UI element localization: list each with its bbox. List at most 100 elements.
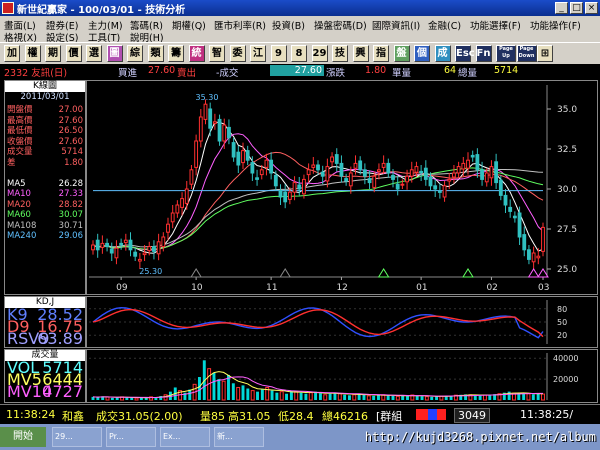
toolbar-button[interactable]: 29 — [311, 45, 328, 62]
toolbar-button[interactable]: 期 — [45, 45, 61, 62]
indicator-label: 最低價 — [7, 126, 33, 136]
menu-item[interactable]: 操盤密碼(D) — [314, 21, 367, 32]
menu-item[interactable]: 籌碼(R) — [130, 21, 164, 32]
x-tick-label: 10 — [191, 283, 203, 293]
indicator-label: 收盤價 — [7, 136, 33, 147]
toolbar-button[interactable]: Page Down — [516, 45, 537, 62]
volume-bar — [159, 396, 163, 400]
quote-bar: 2332 友訊(日) 買進 27.60 賣出 -成交 27.60 漲跌 1.80… — [0, 64, 600, 79]
kd-y-tick-label: 50 — [557, 318, 567, 327]
kd-chart[interactable]: 20 50 80 — [87, 297, 597, 347]
toolbar-button[interactable]: Page Up — [496, 45, 516, 62]
menu-item[interactable]: 主力(M) — [88, 21, 123, 32]
price-chart-panel[interactable]: 25.0 27.5 30.0 32.5 35.0 09 10 11 12 01 02 03 35.30 2… — [86, 80, 598, 295]
volume-bar — [101, 396, 105, 400]
volume-bar — [531, 394, 535, 400]
volume-bar — [256, 391, 259, 400]
kd-chart-panel[interactable]: 20 50 80 — [86, 296, 598, 348]
status-index: 3049 — [454, 408, 490, 423]
status-bar: 11:38:24 和鑫 成交31.05(2.00) 量85 高31.05 低28… — [0, 404, 600, 424]
menu-item[interactable]: 金融(C) — [428, 21, 462, 32]
menu-item[interactable]: 功能選擇(F) — [470, 21, 521, 32]
menu-item[interactable]: 功能操作(F) — [530, 21, 581, 32]
status-group[interactable]: [群組 — [376, 410, 403, 423]
taskbar-item[interactable]: Ex... — [160, 427, 210, 447]
toolbar-button[interactable]: Fn — [475, 45, 492, 62]
change-label: 漲跌 — [326, 68, 346, 79]
stock-name[interactable]: 2332 友訊(日) — [4, 68, 68, 79]
taskbar-item[interactable]: 29... — [52, 427, 102, 447]
candle-body — [302, 178, 306, 195]
toolbar-button[interactable]: 9 — [270, 45, 287, 62]
toolbar-button[interactable]: 指 — [373, 45, 389, 62]
menu-item[interactable]: 匯市利率(R) — [214, 21, 267, 32]
indicator-value: 27.60 — [58, 115, 83, 126]
toolbar-button[interactable]: 類 — [147, 45, 164, 62]
volume-chart[interactable]: 20000 40000 — [87, 350, 597, 402]
indicator-value: 28.82 — [58, 199, 83, 210]
candle-body — [470, 154, 475, 158]
volume-bar — [362, 394, 366, 400]
menu-item[interactable]: 工具(T) — [88, 33, 121, 44]
toolbar-button[interactable]: 權 — [24, 45, 41, 62]
toolbar-button[interactable]: 興 — [352, 45, 369, 62]
toolbar-button[interactable]: 圖 — [106, 45, 123, 62]
toolbar-button[interactable]: 價 — [65, 45, 82, 62]
menu-item[interactable]: 畫面(L) — [4, 21, 36, 32]
candle-body — [259, 169, 264, 176]
indicator-label: 成交量 — [7, 147, 33, 157]
toolbar-button[interactable]: 籌 — [168, 45, 184, 62]
price-chart[interactable]: 25.0 27.5 30.0 32.5 35.0 09 10 11 12 01 02 03 35.30 2… — [87, 81, 597, 294]
toolbar-button[interactable]: 智 — [209, 45, 225, 62]
candle-body — [531, 252, 536, 263]
taskbar-item[interactable]: Pr... — [106, 427, 156, 447]
toolbar-button[interactable]: 技 — [332, 45, 348, 62]
toolbar-button[interactable]: 委 — [229, 45, 246, 62]
start-button[interactable]: 開始 — [0, 427, 46, 447]
menu-item[interactable]: 證券(E) — [46, 21, 79, 32]
candle-body — [198, 116, 203, 142]
candle-body — [212, 121, 217, 124]
volume-bar — [347, 395, 351, 400]
toolbar-button[interactable]: 江 — [250, 45, 266, 62]
total-label: 總量 — [458, 68, 478, 79]
minimize-button[interactable]: _ — [555, 2, 568, 14]
unit-label: 單量 — [392, 68, 412, 79]
indicator-row: MV5 6444 — [7, 372, 83, 388]
candle-body — [325, 166, 330, 182]
toolbar-button[interactable]: 綜 — [127, 45, 143, 62]
menu-item[interactable]: 國際資訊(I) — [372, 21, 421, 32]
toolbar-button[interactable]: 加 — [4, 45, 20, 62]
menu-item[interactable]: 設定(S) — [46, 33, 79, 44]
maximize-button[interactable]: □ — [570, 2, 583, 14]
indicator-row — [7, 168, 83, 178]
volume-bar — [197, 377, 201, 400]
y-tick-label: 32.5 — [557, 145, 577, 155]
candle-body — [442, 185, 447, 198]
close-button[interactable]: × — [585, 2, 598, 14]
candle-body — [377, 169, 381, 172]
toolbar-button[interactable]: 選 — [86, 45, 102, 62]
menu-item[interactable]: 格視(X) — [4, 33, 37, 44]
toolbar-button[interactable]: 8 — [291, 45, 307, 62]
title-bar[interactable]: 新世紀贏家 - 100/03/01 - 技術分析 _ □ × — [0, 0, 600, 16]
toolbar-button[interactable]: Esc — [455, 45, 475, 62]
toolbar-button[interactable]: 盤 — [393, 45, 410, 62]
toolbar-button[interactable]: 個 — [414, 45, 430, 62]
toolbar-button[interactable]: ⊞ — [537, 45, 553, 62]
volume-bar — [357, 393, 361, 400]
kd-y-tick-label: 20 — [557, 331, 567, 340]
volume-bar — [391, 395, 395, 400]
volume-bar — [241, 385, 245, 400]
menu-item[interactable]: 說明(H) — [130, 33, 164, 44]
volume-bar — [275, 392, 279, 400]
candle-body — [217, 118, 222, 142]
toolbar-button[interactable]: 成 — [434, 45, 451, 62]
indicator-label: MA5 — [7, 178, 26, 189]
toolbar-button[interactable]: 統 — [188, 45, 205, 62]
volume-bar — [91, 396, 95, 400]
menu-item[interactable]: 期權(Q) — [172, 21, 206, 32]
taskbar-item[interactable]: 新... — [214, 427, 264, 447]
volume-chart-panel[interactable]: 20000 40000 — [86, 349, 598, 403]
menu-item[interactable]: 投資(B) — [272, 21, 305, 32]
